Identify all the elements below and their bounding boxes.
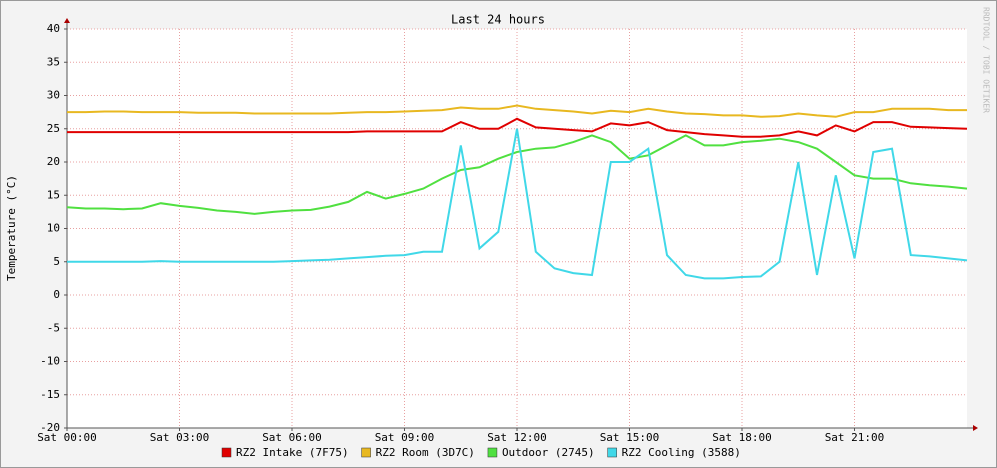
series-line	[67, 128, 968, 280]
y-tick-label: -20	[40, 421, 60, 434]
axis-arrow	[973, 425, 978, 431]
y-tick-label: 30	[47, 89, 60, 102]
y-tick-label: 0	[53, 288, 60, 301]
legend-swatch	[361, 447, 371, 458]
chart-title: Last 24 hours	[451, 13, 545, 27]
legend-label: RZ2 Cooling (3588)	[622, 446, 741, 459]
x-tick-label: Sat 06:00	[262, 431, 322, 444]
legend-swatch	[607, 447, 617, 458]
legend-swatch	[487, 447, 498, 458]
x-tick-label: Sat 03:00	[150, 431, 210, 444]
y-tick-label: -5	[47, 321, 60, 334]
y-tick-label: -10	[40, 355, 60, 368]
watermark: RRDTOOL / TOBI OETIKER	[982, 7, 991, 113]
x-tick-label: Sat 15:00	[600, 431, 660, 444]
legend-label: Outdoor (2745)	[502, 446, 595, 459]
series-line	[67, 117, 968, 138]
y-tick-label: 35	[47, 55, 60, 68]
x-tick-label: Sat 09:00	[375, 431, 435, 444]
x-tick-label: Sat 18:00	[712, 431, 772, 444]
y-axis-label: Temperature (°C)	[5, 175, 18, 281]
y-tick-label: 10	[47, 222, 60, 235]
y-tick-label: 20	[47, 155, 60, 168]
x-tick-label: Sat 00:00	[37, 431, 97, 444]
series-line	[66, 134, 968, 215]
y-tick-label: -15	[40, 388, 60, 401]
legend-swatch	[221, 447, 232, 458]
legend-label: RZ2 Intake (7F75)	[236, 446, 349, 459]
y-tick-label: 25	[47, 122, 60, 135]
axis-arrow	[64, 18, 70, 23]
y-tick-label: 15	[47, 188, 60, 201]
legend-label: RZ2 Room (3D7C)	[376, 446, 475, 459]
y-tick-label: 40	[47, 22, 60, 35]
series-line	[67, 104, 967, 118]
x-tick-label: Sat 12:00	[487, 431, 547, 444]
x-tick-label: Sat 21:00	[825, 431, 885, 444]
y-tick-label: 5	[53, 255, 60, 268]
